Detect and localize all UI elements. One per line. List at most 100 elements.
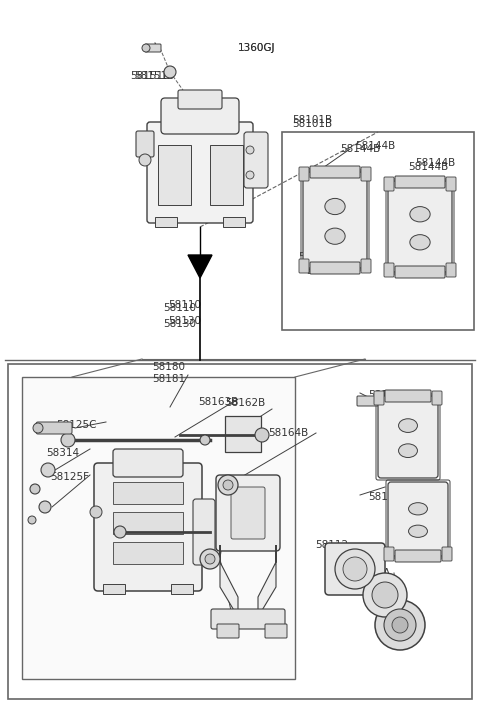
FancyBboxPatch shape: [388, 181, 452, 272]
Bar: [158, 145, 191, 205]
Bar: [22, 377, 295, 679]
FancyBboxPatch shape: [310, 262, 360, 274]
Circle shape: [372, 582, 398, 608]
Text: 58144B: 58144B: [306, 252, 346, 262]
Text: 58130: 58130: [164, 319, 196, 329]
Circle shape: [246, 146, 254, 154]
Text: 58163B: 58163B: [198, 397, 238, 407]
FancyBboxPatch shape: [388, 482, 448, 556]
Circle shape: [343, 557, 367, 581]
FancyBboxPatch shape: [265, 624, 287, 638]
FancyBboxPatch shape: [147, 122, 253, 223]
FancyBboxPatch shape: [384, 263, 394, 277]
FancyBboxPatch shape: [216, 475, 280, 551]
FancyBboxPatch shape: [442, 547, 452, 561]
Text: 58181: 58181: [152, 374, 185, 384]
Bar: [171, 584, 193, 594]
Text: 58162B: 58162B: [225, 398, 265, 408]
Circle shape: [200, 549, 220, 569]
Text: 58144B: 58144B: [355, 141, 395, 151]
Polygon shape: [258, 545, 276, 617]
FancyBboxPatch shape: [325, 543, 385, 595]
Ellipse shape: [408, 525, 428, 537]
FancyBboxPatch shape: [217, 624, 239, 638]
Bar: [113, 482, 183, 504]
Ellipse shape: [398, 444, 418, 457]
Text: 58125F: 58125F: [50, 472, 89, 482]
Circle shape: [28, 516, 36, 524]
Ellipse shape: [410, 206, 430, 222]
FancyBboxPatch shape: [395, 550, 441, 562]
FancyBboxPatch shape: [378, 396, 438, 478]
Text: 58144B: 58144B: [415, 158, 455, 168]
Circle shape: [90, 506, 102, 518]
Circle shape: [246, 171, 254, 179]
Bar: [103, 584, 125, 594]
Ellipse shape: [398, 419, 418, 433]
FancyBboxPatch shape: [299, 167, 309, 181]
FancyBboxPatch shape: [303, 172, 367, 268]
Circle shape: [33, 423, 43, 433]
FancyBboxPatch shape: [361, 259, 371, 273]
FancyBboxPatch shape: [357, 396, 387, 406]
Bar: [210, 145, 243, 205]
Circle shape: [384, 609, 416, 641]
FancyBboxPatch shape: [136, 131, 154, 157]
Circle shape: [30, 484, 40, 494]
Bar: [223, 217, 245, 227]
Text: 58112: 58112: [315, 540, 348, 550]
Circle shape: [41, 463, 55, 477]
Bar: [8, 364, 472, 699]
FancyBboxPatch shape: [432, 391, 442, 405]
Circle shape: [255, 428, 269, 442]
FancyBboxPatch shape: [374, 391, 384, 405]
Ellipse shape: [325, 228, 345, 245]
Text: 58114A: 58114A: [350, 568, 390, 578]
Circle shape: [164, 66, 176, 78]
Text: 58163B: 58163B: [120, 512, 160, 522]
Text: 58180: 58180: [152, 362, 185, 372]
Circle shape: [218, 475, 238, 495]
FancyBboxPatch shape: [299, 259, 309, 273]
Polygon shape: [188, 255, 212, 278]
FancyBboxPatch shape: [361, 167, 371, 181]
Text: 58144B: 58144B: [340, 144, 380, 154]
Text: 58144B: 58144B: [368, 390, 408, 400]
Circle shape: [39, 501, 51, 513]
FancyBboxPatch shape: [193, 499, 215, 565]
Circle shape: [363, 573, 407, 617]
Text: 58164B: 58164B: [268, 428, 308, 438]
Bar: [225, 416, 261, 452]
FancyBboxPatch shape: [211, 609, 285, 629]
FancyBboxPatch shape: [94, 463, 202, 591]
Text: 58164B: 58164B: [175, 551, 215, 561]
Text: 1360GJ: 1360GJ: [238, 43, 276, 53]
Bar: [155, 217, 177, 227]
Text: 58101B: 58101B: [292, 115, 332, 125]
Circle shape: [223, 480, 233, 490]
Ellipse shape: [325, 199, 345, 215]
Circle shape: [375, 600, 425, 650]
FancyBboxPatch shape: [178, 90, 222, 109]
FancyBboxPatch shape: [145, 44, 161, 52]
Text: 58144B: 58144B: [368, 492, 408, 502]
FancyBboxPatch shape: [36, 422, 72, 434]
FancyBboxPatch shape: [395, 266, 445, 278]
Ellipse shape: [408, 503, 428, 515]
Circle shape: [61, 433, 75, 447]
Bar: [282, 132, 474, 330]
FancyBboxPatch shape: [384, 547, 394, 561]
Circle shape: [200, 435, 210, 445]
Text: 58144B: 58144B: [408, 162, 448, 172]
Text: 58314: 58314: [46, 448, 79, 458]
Bar: [113, 512, 183, 534]
FancyBboxPatch shape: [161, 98, 239, 134]
Bar: [113, 542, 183, 564]
Text: 58144B: 58144B: [306, 266, 346, 276]
FancyBboxPatch shape: [244, 132, 268, 188]
Text: 58130: 58130: [168, 316, 202, 326]
FancyBboxPatch shape: [113, 449, 183, 477]
Polygon shape: [220, 545, 238, 617]
FancyBboxPatch shape: [446, 263, 456, 277]
Circle shape: [114, 526, 126, 538]
